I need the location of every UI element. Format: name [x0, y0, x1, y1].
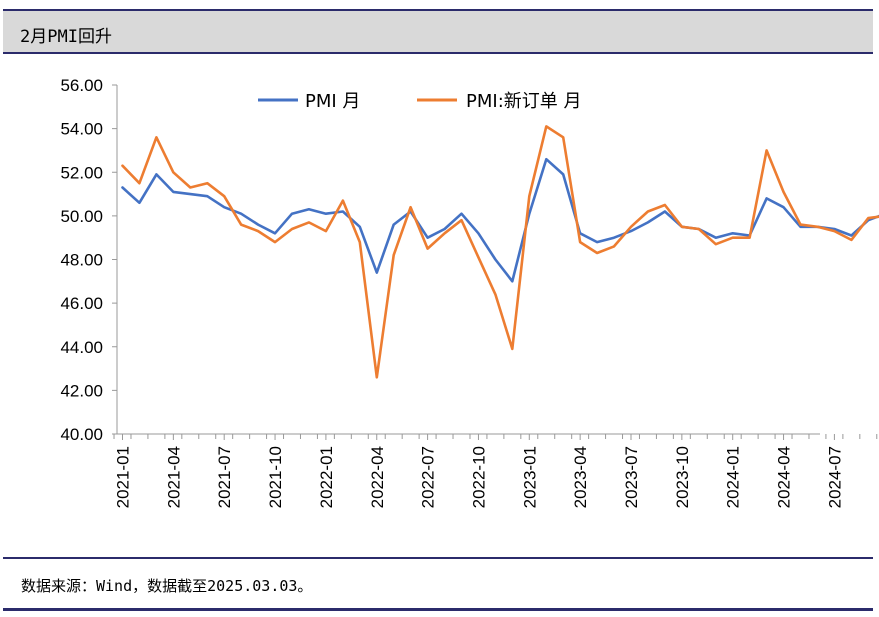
- x-tick-label: 2021-04: [164, 446, 183, 508]
- legend: PMI 月 PMI:新订单 月: [258, 91, 581, 112]
- x-tick-label: 2023-01: [520, 446, 539, 508]
- x-tick-label: 2023-04: [571, 446, 590, 508]
- series-lines: [121, 125, 879, 379]
- y-tick-label: 42.00: [60, 381, 103, 400]
- x-tick-label: 2022-04: [368, 446, 387, 508]
- x-tick-label: 2024-04: [775, 446, 794, 508]
- axes: 40.00 42.00 44.00 46.00 48.00 50.00 52.00 54.00…: [60, 76, 879, 508]
- source-note: 数据来源：Wind，数据截至2025.03.03。: [21, 577, 313, 595]
- x-tick-label: 2023-07: [622, 446, 641, 508]
- y-tick-label: 50.00: [60, 207, 103, 226]
- y-tick-label: 46.00: [60, 294, 103, 313]
- chart-title-bar: 2月PMI回升: [3, 9, 873, 54]
- series-line-1: [121, 157, 879, 283]
- x-tick-label: 2022-01: [317, 446, 336, 508]
- x-tick-label: 2022-10: [469, 446, 488, 508]
- series-line-2: [121, 125, 879, 379]
- legend-label-2: PMI:新订单 月: [466, 91, 581, 112]
- legend-label-1: PMI 月: [305, 91, 360, 112]
- x-tick-label: 2021-07: [215, 446, 234, 508]
- x-tick-label: 2021-01: [114, 446, 133, 508]
- y-tick-label: 40.00: [60, 425, 103, 444]
- source-bar: 数据来源：Wind，数据截至2025.03.03。: [3, 557, 873, 611]
- y-tick-label: 44.00: [60, 338, 103, 357]
- y-tick-label: 54.00: [60, 120, 103, 139]
- chart-title: 2月PMI回升: [20, 27, 112, 47]
- x-tick-label: 2024-07: [825, 446, 844, 508]
- x-tick-label: 2021-10: [266, 446, 285, 508]
- x-tick-label: 2023-10: [673, 446, 692, 508]
- x-tick-label: 2024-01: [724, 446, 743, 508]
- y-tick-label: 48.00: [60, 251, 103, 270]
- x-tick-label: 2022-07: [419, 446, 438, 508]
- y-tick-label: 56.00: [60, 76, 103, 95]
- x-tick-label: 2024-10: [876, 446, 879, 508]
- y-tick-label: 52.00: [60, 163, 103, 182]
